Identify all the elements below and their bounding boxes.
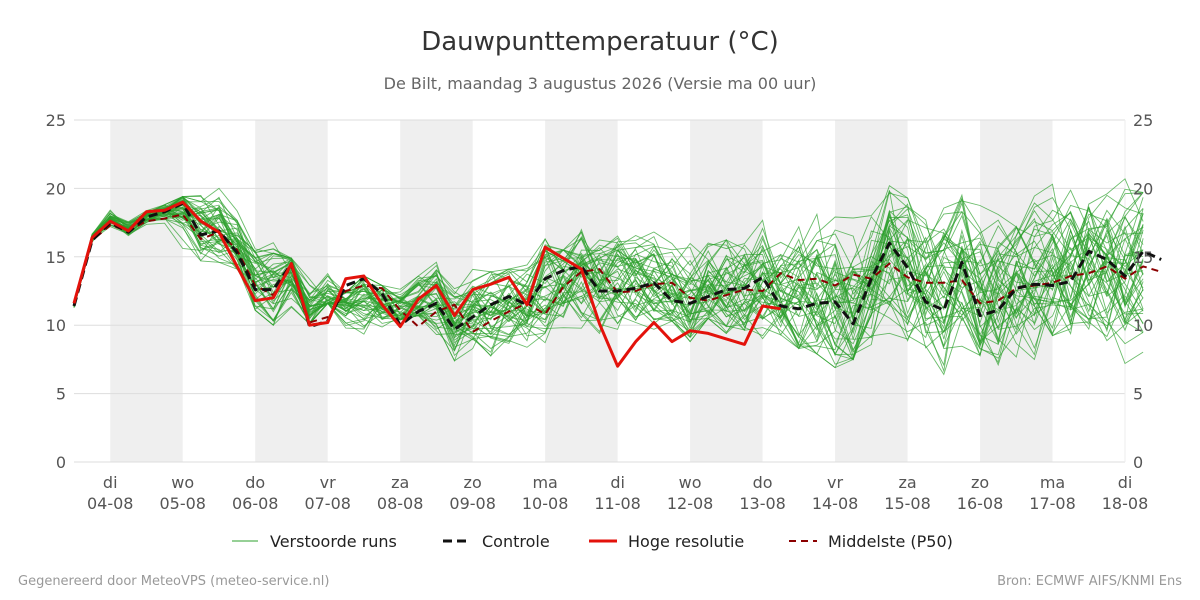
x-tick-date-6: 10-08 [522, 494, 569, 513]
ensemble-run-44 [73, 212, 1144, 341]
x-tick-date-10: 14-08 [812, 494, 859, 513]
control-line [72, 201, 1162, 331]
high-res-line [72, 200, 781, 368]
y-tick-right-5: 5 [1133, 385, 1143, 404]
x-tick-day-14: di [1118, 473, 1133, 492]
ensemble-run-33 [73, 207, 1144, 352]
y-tick-left-20: 20 [46, 179, 66, 198]
x-tick-date-5: 09-08 [449, 494, 496, 513]
x-tick-date-7: 11-08 [594, 494, 641, 513]
ensemble-run-48 [73, 206, 1144, 349]
chart-subtitle: De Bilt, maandag 3 augustus 2026 (Versie… [384, 74, 817, 93]
ensemble-run-50 [73, 208, 1144, 345]
x-tick-day-10: vr [827, 473, 843, 492]
x-tick-date-12: 16-08 [957, 494, 1004, 513]
x-tick-date-11: 15-08 [884, 494, 931, 513]
ensemble-run-43 [73, 192, 1144, 346]
y-axis-ticks: 0 0 5 5 10 10 15 15 20 20 25 25 [46, 111, 1154, 472]
x-tick-day-2: do [245, 473, 265, 492]
ensemble-run-16 [73, 196, 1144, 356]
y-tick-left-25: 25 [46, 111, 66, 130]
x-tick-day-4: za [391, 473, 409, 492]
y-tick-right-0: 0 [1133, 453, 1143, 472]
ensemble-run-12 [73, 196, 1144, 361]
x-tick-day-5: zo [464, 473, 482, 492]
x-tick-day-7: di [610, 473, 625, 492]
x-tick-day-3: vr [320, 473, 336, 492]
x-tick-date-13: 17-08 [1029, 494, 1076, 513]
y-tick-right-25: 25 [1133, 111, 1153, 130]
x-tick-day-9: do [753, 473, 773, 492]
ensemble-run-31 [73, 192, 1144, 330]
ensemble-run-29 [73, 196, 1144, 358]
x-tick-day-1: wo [171, 473, 194, 492]
legend-label-median: Middelste (P50) [828, 532, 953, 551]
legend-label-ensemble: Verstoorde runs [270, 532, 397, 551]
legend-label-control: Controle [482, 532, 550, 551]
x-tick-day-0: di [103, 473, 118, 492]
footer-generator: Gegenereerd door MeteoVPS (meteo-service… [18, 574, 329, 589]
x-tick-date-2: 06-08 [232, 494, 279, 513]
ensemble-run-46 [73, 208, 1144, 357]
chart-title: Dauwpunttemperatuur (°C) [421, 27, 779, 57]
y-tick-left-15: 15 [46, 248, 66, 267]
ensemble-run-7 [73, 213, 1144, 361]
y-tick-left-0: 0 [56, 453, 66, 472]
x-tick-date-1: 05-08 [159, 494, 206, 513]
y-tick-right-20: 20 [1133, 179, 1153, 198]
shaded-band-0 [110, 120, 183, 462]
y-tick-left-5: 5 [56, 385, 66, 404]
y-tick-right-15: 15 [1133, 248, 1153, 267]
main-series [72, 200, 1162, 368]
x-tick-date-9: 13-08 [739, 494, 786, 513]
x-tick-day-13: ma [1040, 473, 1065, 492]
y-tick-right-10: 10 [1133, 316, 1153, 335]
x-tick-date-4: 08-08 [377, 494, 424, 513]
y-tick-left-10: 10 [46, 316, 66, 335]
legend: Verstoorde runs Controle Hoge resolutie … [232, 532, 953, 551]
x-tick-date-14: 18-08 [1102, 494, 1149, 513]
x-tick-day-12: zo [971, 473, 989, 492]
ensemble-run-35 [73, 204, 1144, 365]
ensemble-run-49 [73, 208, 1144, 367]
x-tick-date-3: 07-08 [304, 494, 351, 513]
footer-source: Bron: ECMWF AIFS/KNMI Ens [997, 574, 1182, 589]
x-tick-date-0: 04-08 [87, 494, 134, 513]
x-axis-ticks: di 04-08 wo 05-08 do 06-08 vr 07-08 za 08-08 zo 09-… [87, 473, 1148, 513]
x-tick-day-6: ma [532, 473, 557, 492]
x-tick-date-8: 12-08 [667, 494, 714, 513]
x-tick-day-11: za [898, 473, 916, 492]
legend-label-high-res: Hoge resolutie [628, 532, 744, 551]
x-tick-day-8: wo [679, 473, 702, 492]
